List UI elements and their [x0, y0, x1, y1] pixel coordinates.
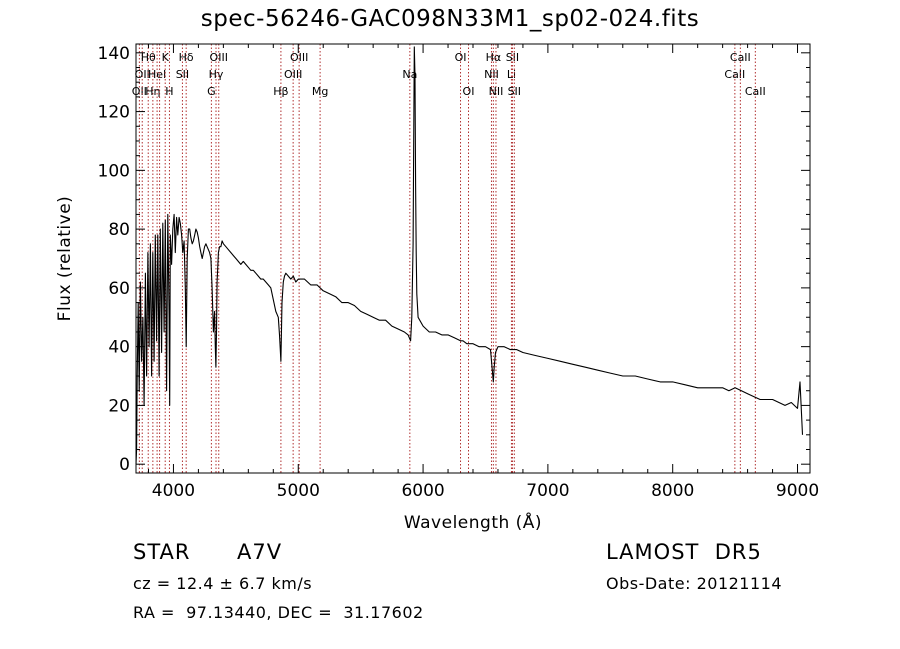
line-marker-label: NII [484, 68, 499, 81]
line-marker-label: OI [455, 51, 467, 64]
obs-date: Obs-Date: 20121114 [606, 574, 783, 593]
object-class: STAR [133, 540, 191, 564]
spectrum-line [135, 46, 804, 465]
x-tick-label: 5000 [277, 481, 320, 501]
line-marker-label: Hθ [141, 51, 156, 64]
line-marker-label: CaII [724, 68, 745, 81]
y-tick-label: 140 [98, 44, 130, 64]
spectrum-series [135, 46, 804, 465]
y-tick-label: 60 [108, 279, 130, 299]
line-marker-label: HeI [148, 68, 166, 81]
line-marker-label: Hβ [273, 85, 288, 98]
coordinates: RA = 97.13440, DEC = 31.17602 [133, 603, 424, 622]
y-tick-label: 120 [98, 103, 130, 123]
line-marker-label: Hγ [209, 68, 224, 81]
plot-frame [135, 43, 811, 474]
line-marker-label: SII [508, 85, 521, 98]
line-marker-label: SII [176, 68, 189, 81]
y-tick-label: 80 [108, 220, 130, 240]
line-marker-label: Hα [486, 51, 502, 64]
line-marker-label: OI [463, 85, 475, 98]
line-marker-label: Hη [145, 85, 160, 98]
x-tick-label: 8000 [651, 481, 694, 501]
chart-title: spec-56246-GAC098N33M1_sp02-024.fits [200, 6, 700, 32]
axes: 4000 5000 6000 7000 8000 9000 0 20 40 60 80 100 120 1… [55, 43, 819, 533]
line-marker-label: Li [507, 68, 516, 81]
y-tick-label: 100 [98, 161, 130, 181]
y-axis-label: Flux (relative) [55, 196, 75, 322]
line-markers: OIIOIIHθHηHeIKHSIIHδGHγOIIIHβOIIIOIIIMgN… [132, 44, 766, 473]
y-tick-label: 40 [108, 338, 130, 358]
line-marker-label: G [207, 85, 216, 98]
survey-name: LAMOST DR5 [606, 540, 762, 564]
line-marker-label: OIII [210, 51, 228, 64]
line-marker-label: CaII [730, 51, 751, 64]
line-marker-label: NII [489, 85, 504, 98]
line-marker-label: H [165, 85, 173, 98]
x-tick-label: 7000 [526, 481, 569, 501]
line-marker-label: K [162, 51, 170, 64]
x-tick-label: 6000 [401, 481, 444, 501]
line-marker-label: OIII [284, 68, 302, 81]
x-tick-label: 4000 [152, 481, 195, 501]
redshift-cz: cz = 12.4 ± 6.7 km/s [133, 574, 313, 593]
line-marker-label: SII [506, 51, 519, 64]
object-subclass: A7V [237, 540, 283, 564]
line-marker-label: OII [135, 68, 150, 81]
x-axis-label: Wavelength (Å) [404, 511, 542, 533]
x-tick-label: 9000 [776, 481, 819, 501]
line-marker-label: Mg [312, 85, 328, 98]
line-marker-label: OIII [290, 51, 308, 64]
line-marker-label: CaII [745, 85, 766, 98]
y-tick-label: 20 [108, 396, 130, 416]
y-tick-label: 0 [119, 455, 130, 475]
line-marker-label: Hδ [179, 51, 194, 64]
